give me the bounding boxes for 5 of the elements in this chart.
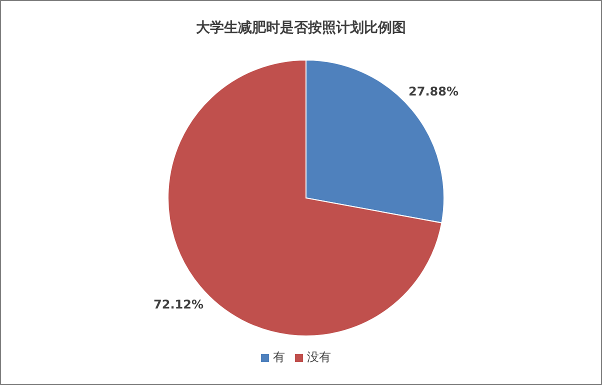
legend-label: 有 [273,350,285,364]
legend-label: 没有 [307,350,331,364]
chart-title: 大学生减肥时是否按照计划比例图 [195,19,407,37]
data-label: 27.88% [408,84,458,99]
data-label: 72.12% [154,297,204,312]
